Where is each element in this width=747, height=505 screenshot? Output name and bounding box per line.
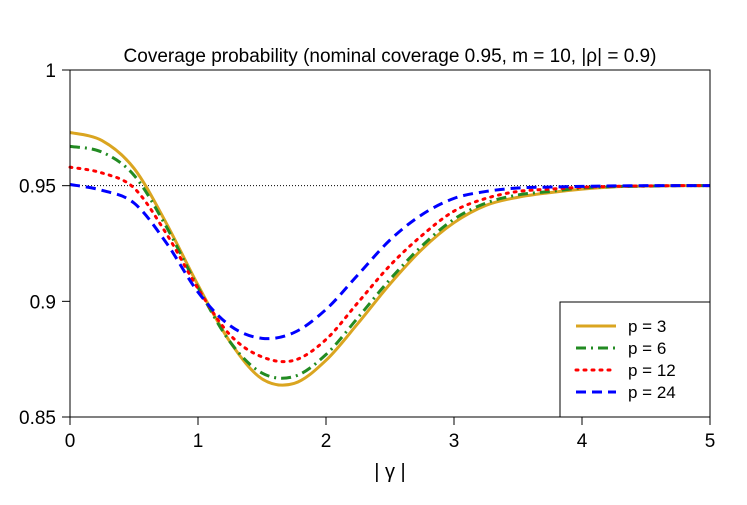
axes-layer: 0 1 2 3 4 5 0.85 0.9 0.95 1	[19, 61, 715, 452]
y-tick-label: 0.85	[19, 408, 56, 429]
chart-title: Coverage probability (nominal coverage 0…	[124, 46, 657, 67]
series-line-p-12	[68, 165, 712, 364]
y-tick-label: 0.9	[30, 292, 56, 313]
series-line-p-24	[69, 183, 710, 341]
x-tick-label: 3	[449, 431, 460, 452]
plot-frame	[69, 69, 711, 418]
legend-label: p = 12	[628, 361, 676, 380]
x-tick-label: 2	[321, 431, 332, 452]
legend-label: p = 6	[628, 339, 666, 358]
legend-box	[559, 301, 711, 418]
x-tick-label: 0	[65, 431, 76, 452]
y-tick-label: 1	[45, 61, 56, 82]
series-layer	[68, 130, 712, 387]
x-tick-label: 4	[577, 431, 588, 452]
legend-label: p = 3	[628, 317, 666, 336]
legend: p = 3 p = 6 p = 12 p = 24	[559, 301, 711, 418]
legend-label: p = 24	[628, 383, 676, 402]
x-tick-label: 1	[193, 431, 204, 452]
x-axis-label: | γ |	[374, 461, 406, 483]
y-tick-label: 0.95	[19, 177, 56, 198]
x-tick-label: 5	[705, 431, 716, 452]
